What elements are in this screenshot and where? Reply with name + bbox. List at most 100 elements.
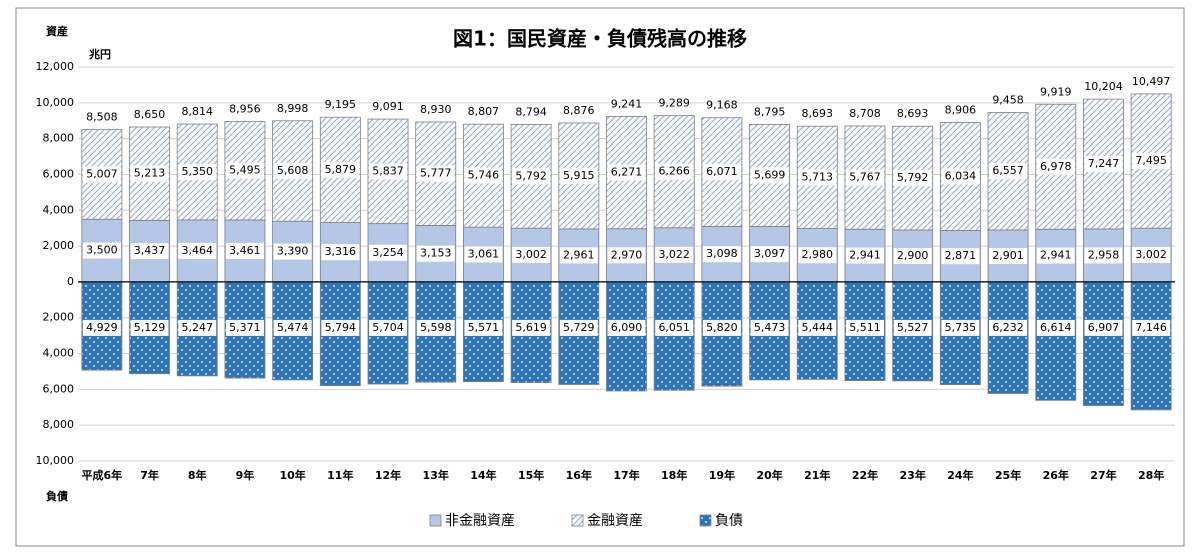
total-label: 9,458 xyxy=(992,94,1024,107)
value-label: 5,735 xyxy=(945,321,977,334)
y-tick-label: 8,000 xyxy=(43,132,75,145)
value-label-group: 7,495 xyxy=(1132,153,1171,170)
total-label: 8,956 xyxy=(229,103,261,116)
value-label-box xyxy=(1036,247,1075,264)
total-label: 10,497 xyxy=(1132,75,1171,88)
value-label-group: 5,767 xyxy=(845,169,884,186)
x-tick-label: 平成6年 xyxy=(82,468,123,482)
y-tick-label: 2,000 xyxy=(43,311,75,324)
value-label-group: 2,970 xyxy=(607,247,646,264)
value-label-group: 7,146 xyxy=(1132,319,1171,336)
legend-swatch xyxy=(429,514,442,527)
value-label-group: 5,527 xyxy=(893,319,932,336)
value-label-group: 3,098 xyxy=(702,246,741,263)
value-label: 7,247 xyxy=(1088,157,1120,170)
total-label: 8,708 xyxy=(849,107,881,120)
total-label: 9,091 xyxy=(372,100,404,113)
value-label-group: 5,474 xyxy=(273,319,312,336)
x-tick-label: 8年 xyxy=(188,468,207,482)
x-tick-label: 7年 xyxy=(140,468,159,482)
value-label: 2,901 xyxy=(992,249,1024,262)
value-label-group: 3,390 xyxy=(273,243,312,260)
bar-segment xyxy=(1130,281,1172,411)
y-unit: 兆円 xyxy=(89,47,111,61)
value-label: 5,527 xyxy=(897,321,929,334)
value-label: 3,254 xyxy=(372,246,404,259)
value-label-box xyxy=(512,319,551,336)
value-label-group: 5,792 xyxy=(512,168,551,185)
total-label: 8,650 xyxy=(134,108,166,121)
value-label-box xyxy=(512,247,551,264)
value-label-group: 6,557 xyxy=(989,163,1028,180)
value-label: 5,792 xyxy=(515,169,547,182)
value-label: 5,879 xyxy=(325,163,357,176)
x-tick-label: 21年 xyxy=(804,468,830,482)
value-label-group: 2,980 xyxy=(798,247,837,264)
value-label-box xyxy=(1132,247,1171,264)
value-label-box xyxy=(273,243,312,260)
total-label: 8,998 xyxy=(277,102,309,115)
value-label-box xyxy=(893,319,932,336)
value-label-box xyxy=(989,319,1028,336)
total-label: 8,508 xyxy=(86,111,118,124)
total-label: 9,195 xyxy=(325,98,357,111)
value-label: 6,978 xyxy=(1040,160,1072,173)
value-label: 6,090 xyxy=(611,321,643,334)
value-label-group: 5,608 xyxy=(273,162,312,179)
value-label-group: 3,153 xyxy=(416,245,455,262)
value-label-group: 5,915 xyxy=(559,167,598,184)
value-label-box xyxy=(321,244,360,261)
value-label-box xyxy=(225,242,264,259)
value-label: 5,746 xyxy=(468,169,500,182)
value-label-group: 2,958 xyxy=(1084,247,1123,264)
x-tick-label: 10年 xyxy=(279,468,305,482)
value-label: 3,437 xyxy=(134,244,166,257)
value-label-group: 3,061 xyxy=(464,246,503,263)
value-label-box xyxy=(1132,153,1171,170)
x-tick-label: 25年 xyxy=(995,468,1021,482)
value-label-box xyxy=(750,319,789,336)
value-label-box xyxy=(416,165,455,182)
y-tick-label: 12,000 xyxy=(36,60,75,73)
value-label-box xyxy=(559,167,598,184)
total-label: 9,289 xyxy=(658,97,690,110)
x-tick-label: 13年 xyxy=(423,468,449,482)
value-label: 3,390 xyxy=(277,245,309,258)
value-label-group: 7,247 xyxy=(1084,156,1123,173)
value-label-box xyxy=(941,168,980,185)
value-label-group: 6,978 xyxy=(1036,158,1075,175)
value-label-box xyxy=(82,166,121,183)
x-tick-label: 27年 xyxy=(1090,468,1116,482)
y-tick-label: 0 xyxy=(67,275,74,288)
value-label: 5,608 xyxy=(277,164,309,177)
total-label: 8,906 xyxy=(945,103,977,116)
value-label-group: 5,007 xyxy=(82,166,121,183)
value-label-group: 2,941 xyxy=(845,247,884,264)
legend-label: 非金融資産 xyxy=(445,513,515,529)
value-label-group: 5,820 xyxy=(702,319,741,336)
value-label-box xyxy=(559,319,598,336)
value-label-box xyxy=(798,247,837,264)
value-label: 5,213 xyxy=(134,167,166,180)
total-label: 8,814 xyxy=(181,105,213,118)
value-label-group: 5,735 xyxy=(941,319,980,336)
value-label: 3,500 xyxy=(86,244,118,257)
total-label: 8,930 xyxy=(420,103,452,116)
value-label-group: 3,254 xyxy=(369,244,408,261)
legend-label: 金融資産 xyxy=(587,513,643,529)
value-label-box xyxy=(798,319,837,336)
total-label: 8,795 xyxy=(754,105,786,118)
value-label: 5,511 xyxy=(849,321,881,334)
total-label: 9,919 xyxy=(1040,85,1072,98)
value-label-box xyxy=(130,165,169,182)
value-label: 5,729 xyxy=(563,321,595,334)
value-label: 6,907 xyxy=(1088,321,1120,334)
value-label: 3,097 xyxy=(754,247,786,260)
value-label-box xyxy=(655,163,694,180)
value-label-group: 3,002 xyxy=(512,247,551,264)
value-label: 5,007 xyxy=(86,167,118,180)
bar-segment xyxy=(606,281,647,392)
y-tick-label: 2,000 xyxy=(43,239,75,252)
x-tick-label: 14年 xyxy=(470,468,496,482)
bar-segment xyxy=(1035,281,1077,401)
